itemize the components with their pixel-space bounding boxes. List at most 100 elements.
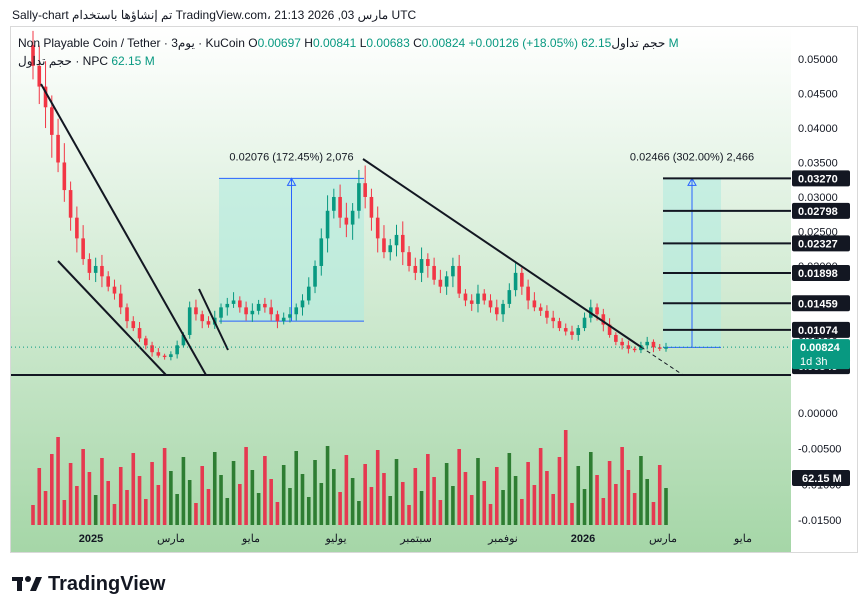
candle-body (426, 259, 430, 266)
level-label-bg (792, 202, 850, 219)
candle-body (68, 190, 73, 218)
candle-body (494, 307, 499, 315)
candle-body (263, 303, 267, 308)
volume-bar (607, 461, 612, 525)
time-tick-label: نوفمبر (487, 533, 518, 545)
candle-body (620, 341, 624, 346)
candle-body (520, 272, 524, 287)
volume-bar (118, 467, 123, 525)
volume-bar (620, 447, 624, 525)
volume-bar (162, 448, 167, 525)
candle-body (501, 303, 505, 315)
volume-bar (156, 485, 161, 525)
candle-body (219, 307, 223, 318)
candle-body (645, 341, 649, 346)
price-tick-label: 0.04500 (798, 88, 838, 100)
time-tick-label: يوليو (324, 533, 346, 545)
candle-body (639, 345, 643, 351)
volume-bar (300, 474, 305, 525)
volume-bar (551, 494, 555, 525)
time-tick-label: مايو (733, 533, 752, 545)
volume-bar (100, 458, 104, 525)
plot-background (11, 27, 791, 552)
candle-body (106, 276, 111, 287)
level-label: 0.02798 (798, 206, 838, 218)
volume-bar (457, 449, 461, 525)
volume-bar (664, 488, 668, 525)
volume-bar (501, 490, 505, 525)
legend-row-2: حجم تداول · NPC 62.15 M (18, 54, 155, 68)
level-label: 0.01459 (798, 298, 838, 310)
volume-bar (313, 460, 317, 525)
price-tick-label: 0.03500 (798, 157, 838, 169)
candle-body (56, 134, 60, 163)
volume-bar (626, 470, 631, 525)
time-tick-label: مارس (157, 533, 185, 545)
volume-bar (645, 479, 649, 525)
level-label-bg (792, 170, 850, 187)
volume-bar (632, 493, 637, 525)
candle-body (363, 183, 367, 197)
candle-body (444, 276, 449, 287)
candle-body (125, 307, 129, 322)
candle-body (175, 345, 179, 355)
chart-frame[interactable]: 0.05000 0.04500 0.04000 0.03500 0.03000 0.025… (10, 26, 858, 553)
candle-body (50, 107, 54, 135)
candle-body (595, 307, 599, 315)
volume-bar (507, 453, 512, 525)
volume-bar (407, 505, 411, 525)
volume-bar (488, 504, 493, 525)
volume-tick-label: -0.00500 (798, 444, 841, 456)
legend-volume2: 62.15 M (111, 54, 155, 68)
chart-svg[interactable]: 0.050000.045000.040000.035000.030000.025… (11, 27, 858, 553)
volume-tick-label: -0.01500 (798, 515, 841, 527)
candle-body (507, 290, 512, 304)
legend-high: 0.00841 (312, 36, 357, 50)
candle-body (100, 265, 104, 277)
volume-bar (238, 484, 242, 525)
volume-bar (50, 454, 54, 525)
candle-body (131, 321, 136, 329)
candle-body (137, 328, 142, 339)
volume-bar (250, 470, 255, 525)
channel-lower-line (57, 260, 167, 376)
volume-bar (319, 483, 324, 525)
volume-bar (657, 465, 662, 525)
volume-bar (93, 495, 98, 525)
price-tick-label: 0.03000 (798, 192, 838, 204)
candle-body (87, 259, 92, 273)
descending-trendline (362, 158, 642, 348)
volume-bar (576, 466, 581, 525)
candle-body (37, 65, 42, 87)
volume-bar (369, 487, 374, 525)
time-tick-label: 2025 (79, 533, 103, 545)
candle-body (150, 345, 154, 353)
candle-body (187, 307, 192, 335)
candle-body (557, 321, 562, 329)
volume-bar (43, 491, 48, 525)
candle-body (382, 238, 386, 253)
volume-bar (463, 472, 468, 525)
candle-body (632, 348, 637, 351)
volume-bar (651, 502, 656, 525)
candle-body (81, 238, 85, 260)
volume-bar (225, 498, 230, 525)
volume-bar (206, 489, 211, 525)
candle-body (300, 300, 305, 308)
volume-bar (75, 486, 79, 525)
volume-bar (513, 476, 518, 525)
volume-bar (281, 465, 286, 525)
legend-close: 0.00824 (421, 36, 466, 50)
candle-body (112, 286, 117, 294)
volume-bar (451, 486, 455, 525)
volume-bar (288, 488, 292, 525)
volume-bar (614, 484, 618, 525)
candle-body (169, 354, 173, 358)
legend-symbol: Non Playable Coin / Tether · 3يوم · KuCo… (18, 36, 245, 50)
measure-label: 0.02076 (172.45%) 2,076 (229, 151, 353, 163)
volume-bar (363, 464, 367, 525)
volume-bar (419, 491, 424, 525)
legend-open: 0.00697 (257, 36, 301, 50)
candle-body (626, 345, 631, 349)
volume-bar (175, 494, 179, 525)
